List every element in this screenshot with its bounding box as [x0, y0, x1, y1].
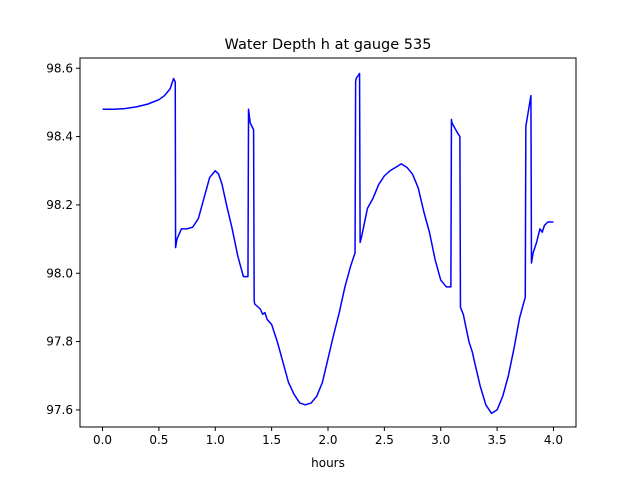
x-tick-label: 4.0 — [544, 433, 563, 447]
y-tick-label: 98.0 — [46, 266, 73, 280]
x-tick-label: 3.0 — [431, 433, 450, 447]
chart-title: Water Depth h at gauge 535 — [225, 37, 432, 53]
x-tick-label: 1.0 — [206, 433, 225, 447]
axes: 0.0 0.5 1.0 1.5 2.0 2.5 3.0 3.5 4.0 97.6 97.8 98.0 9… — [46, 57, 577, 447]
y-tick-label: 97.6 — [46, 403, 73, 417]
plot-area — [102, 72, 554, 415]
x-tick-label: 0.5 — [149, 433, 168, 447]
x-tick-label: 3.5 — [488, 433, 507, 447]
y-tick-label: 98.2 — [46, 198, 73, 212]
x-tick-label: 0.0 — [93, 433, 112, 447]
x-tick-label: 2.0 — [318, 433, 337, 447]
x-tick-label: 1.5 — [262, 433, 281, 447]
series-line-0 — [102, 72, 554, 415]
y-tick-label: 98.6 — [46, 61, 73, 75]
x-axis-label: hours — [311, 456, 345, 470]
y-tick-label: 98.4 — [46, 130, 73, 144]
y-tick-label: 97.8 — [46, 335, 73, 349]
x-tick-label: 2.5 — [375, 433, 394, 447]
